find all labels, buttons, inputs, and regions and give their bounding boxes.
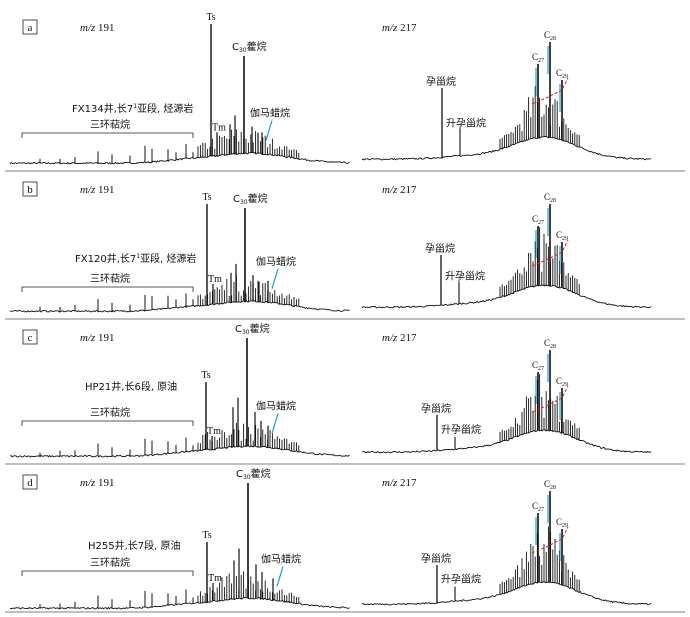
- m217-chromatogram-trace: [361, 136, 652, 161]
- c29-label: C29: [556, 68, 568, 80]
- c27-label: C27: [532, 214, 544, 226]
- sample-label: FX134井,长71亚段, 烃源岩: [72, 102, 193, 115]
- pregnane-label: 孕甾烷: [425, 242, 455, 255]
- panel-letter-box: [22, 329, 38, 345]
- gammacerane-marker: [276, 566, 284, 587]
- tm-label: Tm: [212, 122, 226, 133]
- ts-label: Ts: [202, 530, 211, 541]
- right-mz-label: m/z 217: [382, 22, 417, 34]
- m191-chromatogram-trace: [9, 152, 350, 165]
- sterane-trend-line: [531, 385, 569, 413]
- m191-chromatogram-trace: [9, 597, 350, 610]
- left-mz-label: m/z 191: [80, 477, 115, 489]
- gammacerane-label: 伽马蜡烷: [256, 255, 296, 268]
- m191-chromatogram-trace: [9, 445, 350, 458]
- sterane-trend-line: [531, 526, 569, 554]
- right-mz-label: m/z 217: [382, 477, 417, 489]
- panel-letter: c: [28, 332, 33, 344]
- gammacerane-label: 伽马蜡烷: [261, 552, 301, 565]
- panel-letter: b: [27, 184, 33, 196]
- homopregnane-label: 升孕甾烷: [445, 270, 485, 283]
- homopregnane-label: 升孕甾烷: [441, 423, 481, 436]
- sterane-trend-line: [531, 77, 569, 105]
- c28-label: C28: [544, 30, 556, 42]
- tm-label: Tm: [208, 573, 222, 584]
- panel-letter: d: [27, 477, 33, 489]
- sample-label: H255井,长7段, 原油: [88, 539, 181, 552]
- left-mz-label: m/z 191: [80, 184, 115, 196]
- c27-label: C27: [532, 360, 544, 372]
- gammacerane-marker: [265, 120, 273, 141]
- right-mz-label: m/z 217: [382, 184, 417, 196]
- tm-label: Tm: [208, 274, 222, 285]
- tricyclic-label: 三环萜烷: [90, 272, 130, 285]
- sterane-trend-line: [531, 239, 569, 267]
- gammacerane-label: 伽马蜡烷: [250, 106, 290, 119]
- m191-chromatogram-trace: [9, 300, 350, 313]
- pregnane-label: 孕甾烷: [421, 552, 451, 565]
- tricyclic-label: 三环萜烷: [90, 406, 130, 419]
- c29-label: C29: [556, 517, 568, 529]
- c28-label: C28: [544, 338, 556, 350]
- c30-hopane-label: C30藿烷: [233, 192, 268, 206]
- right-mz-label: m/z 217: [382, 332, 417, 344]
- c27-label: C27: [532, 52, 544, 64]
- panels-group: a m/z 191 m/z 217TsTmC30藿烷伽马蜡烷FX134井,长71亚段…: [5, 12, 685, 613]
- ts-label: Ts: [202, 192, 211, 203]
- gammacerane-label: 伽马蜡烷: [256, 400, 296, 413]
- panel-letter-box: [22, 474, 38, 490]
- tm-label: Tm: [207, 426, 221, 437]
- tricyclic-bracket: [21, 420, 194, 426]
- tricyclic-label: 三环萜烷: [90, 118, 130, 131]
- pregnane-label: 孕甾烷: [421, 402, 451, 415]
- c29-label: C29: [556, 230, 568, 242]
- sample-label: FX120井,长71亚段, 烃源岩: [75, 252, 196, 265]
- panel-letter: a: [28, 22, 33, 34]
- ts-label: Ts: [206, 12, 215, 23]
- tricyclic-bracket: [21, 286, 194, 292]
- c30-hopane-label: C30藿烷: [236, 467, 271, 481]
- c28-label: C28: [544, 192, 556, 204]
- tricyclic-bracket: [21, 132, 194, 138]
- ts-label: Ts: [201, 370, 210, 381]
- homopregnane-label: 升孕甾烷: [446, 116, 486, 129]
- panel-letter-box: [22, 19, 38, 35]
- left-mz-label: m/z 191: [80, 332, 115, 344]
- c27-label: C27: [532, 501, 544, 513]
- panel-letter-box: [22, 181, 38, 197]
- gammacerane-marker: [271, 268, 279, 289]
- c30-hopane-label: C30藿烷: [235, 322, 270, 336]
- c29-label: C29: [556, 376, 568, 388]
- gammacerane-marker: [271, 413, 279, 434]
- left-mz-label: m/z 191: [80, 22, 115, 34]
- tricyclic-bracket: [21, 570, 194, 576]
- homopregnane-label: 升孕甾烷: [441, 573, 481, 586]
- tricyclic-label: 三环萜烷: [90, 556, 130, 569]
- sample-label: HP21井,长6段, 原油: [85, 380, 177, 393]
- c28-label: C28: [544, 479, 556, 491]
- pregnane-label: 孕甾烷: [426, 75, 456, 88]
- c30-hopane-label: C30藿烷: [232, 40, 267, 54]
